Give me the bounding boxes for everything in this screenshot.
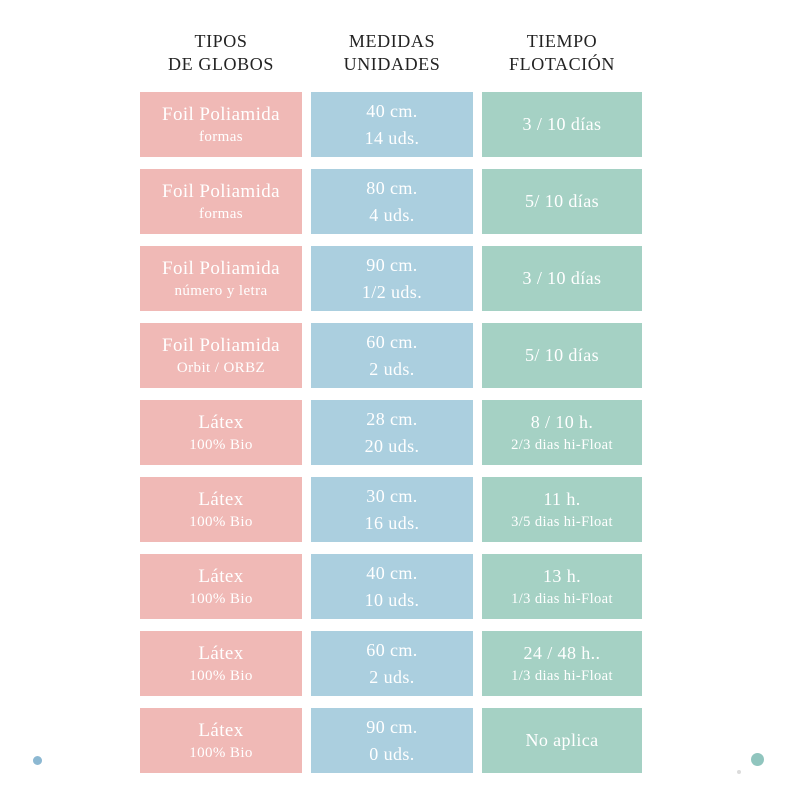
table-header-row: TIPOS DE GLOBOS MEDIDAS UNIDADES TIEMPO …	[140, 30, 642, 76]
table-cell-tiempo: 3 / 10 días	[482, 92, 642, 157]
cell-sub-text: 100% Bio	[189, 437, 253, 453]
decorative-dot-teal	[751, 753, 764, 766]
table-cell-medida: 80 cm. 4 uds.	[311, 169, 473, 234]
table-cell-medida: 90 cm. 1/2 uds.	[311, 246, 473, 311]
table-cell-tiempo: 5/ 10 días	[482, 323, 642, 388]
cell-main-text: 60 cm.	[366, 331, 418, 352]
decorative-dot-blue	[33, 756, 42, 765]
table-cell-tipo: Látex 100% Bio	[140, 400, 302, 465]
cell-main-text: 3 / 10 días	[522, 114, 602, 134]
cell-sub-text: 1/2 uds.	[361, 281, 423, 302]
table-cell-tipo: Látex 100% Bio	[140, 554, 302, 619]
table-cell-tipo: Látex 100% Bio	[140, 708, 302, 773]
column-header-line: DE GLOBOS	[168, 54, 274, 74]
cell-main-text: 40 cm.	[366, 100, 418, 121]
table-body: Foil Poliamida formas 40 cm. 14 uds. 3 /…	[140, 92, 642, 773]
cell-main-text: 11 h.	[543, 489, 581, 509]
cell-main-text: 24 / 48 h..	[523, 643, 601, 663]
cell-main-text: Foil Poliamida	[161, 258, 281, 279]
cell-main-text: 90 cm.	[366, 716, 418, 737]
table-cell-tiempo: 3 / 10 días	[482, 246, 642, 311]
table-cell-tiempo: 5/ 10 días	[482, 169, 642, 234]
cell-main-text: Látex	[198, 489, 244, 510]
table-cell-medida: 40 cm. 14 uds.	[311, 92, 473, 157]
cell-main-text: 90 cm.	[366, 254, 418, 275]
table-cell-medida: 90 cm. 0 uds.	[311, 708, 473, 773]
cell-main-text: Foil Poliamida	[161, 104, 281, 125]
cell-sub-text: Orbit / ORBZ	[176, 360, 266, 376]
table-cell-medida: 60 cm. 2 uds.	[311, 631, 473, 696]
table-cell-tiempo: 13 h. 1/3 dias hi-Float	[482, 554, 642, 619]
cell-main-text: 80 cm.	[366, 177, 418, 198]
table-cell-tipo: Foil Poliamida Orbit / ORBZ	[140, 323, 302, 388]
table-cell-tipo: Foil Poliamida número y letra	[140, 246, 302, 311]
table-cell-medida: 28 cm. 20 uds.	[311, 400, 473, 465]
column-header-line: TIPOS	[194, 31, 248, 51]
cell-sub-text: 16 uds.	[364, 512, 420, 533]
cell-main-text: No aplica	[525, 730, 599, 750]
cell-main-text: Látex	[198, 566, 244, 587]
cell-sub-text: 2 uds.	[369, 358, 415, 379]
cell-sub-text: 14 uds.	[364, 127, 420, 148]
cell-main-text: 5/ 10 días	[525, 345, 599, 365]
cell-main-text: 30 cm.	[366, 485, 418, 506]
cell-sub-text: 100% Bio	[189, 591, 253, 607]
cell-main-text: 13 h.	[543, 566, 581, 586]
column-header-line: TIEMPO	[526, 31, 598, 51]
cell-sub-text: 2/3 dias hi-Float	[511, 437, 613, 453]
cell-main-text: Látex	[198, 643, 244, 664]
cell-sub-text: 3/5 dias hi-Float	[511, 514, 613, 530]
table-cell-tipo: Foil Poliamida formas	[140, 169, 302, 234]
cell-sub-text: número y letra	[174, 283, 268, 299]
cell-main-text: Látex	[198, 412, 244, 433]
table-cell-tiempo: 11 h. 3/5 dias hi-Float	[482, 477, 642, 542]
table-cell-tipo: Látex 100% Bio	[140, 477, 302, 542]
table-cell-tiempo: No aplica	[482, 708, 642, 773]
cell-sub-text: 10 uds.	[364, 589, 420, 610]
decorative-speck	[737, 770, 741, 774]
balloon-info-table: TIPOS DE GLOBOS MEDIDAS UNIDADES TIEMPO …	[140, 30, 642, 773]
table-cell-medida: 60 cm. 2 uds.	[311, 323, 473, 388]
cell-sub-text: 100% Bio	[189, 514, 253, 530]
cell-sub-text: formas	[198, 129, 244, 145]
cell-sub-text: formas	[198, 206, 244, 222]
table-cell-medida: 30 cm. 16 uds.	[311, 477, 473, 542]
cell-main-text: 60 cm.	[366, 639, 418, 660]
cell-sub-text: 2 uds.	[369, 666, 415, 687]
cell-main-text: Foil Poliamida	[161, 181, 281, 202]
table-cell-medida: 40 cm. 10 uds.	[311, 554, 473, 619]
cell-sub-text: 0 uds.	[369, 743, 415, 764]
table-cell-tiempo: 24 / 48 h.. 1/3 dias hi-Float	[482, 631, 642, 696]
cell-sub-text: 20 uds.	[364, 435, 420, 456]
cell-sub-text: 1/3 dias hi-Float	[511, 591, 613, 607]
table-cell-tipo: Látex 100% Bio	[140, 631, 302, 696]
column-header-line: FLOTACIÓN	[509, 54, 615, 74]
cell-sub-text: 4 uds.	[369, 204, 415, 225]
cell-main-text: 5/ 10 días	[525, 191, 599, 211]
column-header-tipos: TIPOS DE GLOBOS	[140, 30, 302, 76]
cell-main-text: 40 cm.	[366, 562, 418, 583]
cell-sub-text: 100% Bio	[189, 745, 253, 761]
cell-main-text: 3 / 10 días	[522, 268, 602, 288]
cell-main-text: Látex	[198, 720, 244, 741]
column-header-tiempo: TIEMPO FLOTACIÓN	[482, 30, 642, 76]
cell-sub-text: 100% Bio	[189, 668, 253, 684]
cell-main-text: Foil Poliamida	[161, 335, 281, 356]
column-header-line: MEDIDAS	[348, 31, 436, 51]
column-header-medidas: MEDIDAS UNIDADES	[311, 30, 473, 76]
cell-sub-text: 1/3 dias hi-Float	[511, 668, 613, 684]
cell-main-text: 28 cm.	[366, 408, 418, 429]
cell-main-text: 8 / 10 h.	[530, 412, 594, 432]
table-cell-tiempo: 8 / 10 h. 2/3 dias hi-Float	[482, 400, 642, 465]
table-cell-tipo: Foil Poliamida formas	[140, 92, 302, 157]
column-header-line: UNIDADES	[343, 54, 441, 74]
